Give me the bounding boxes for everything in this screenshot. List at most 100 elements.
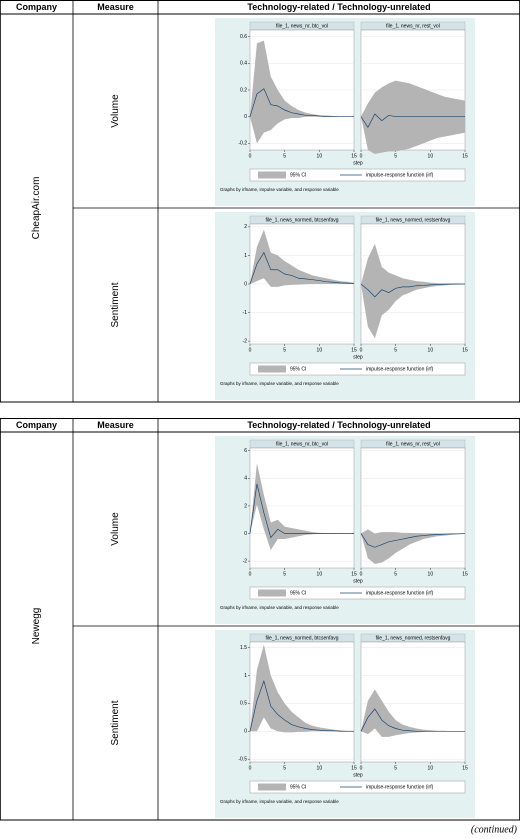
confidence-band xyxy=(361,689,465,737)
x-tick-label: 15 xyxy=(462,347,468,353)
legend-label: 95% CI xyxy=(290,366,306,372)
chart-note: Graphs by irfname, impulse variable, and… xyxy=(220,605,339,610)
x-tick-label: 5 xyxy=(283,347,286,353)
chart-note: Graphs by irfname, impulse variable, and… xyxy=(220,799,339,804)
x-tick-label: 5 xyxy=(394,765,397,771)
y-tick-label: 1 xyxy=(244,673,247,679)
legend-label: impulse-response function (irf) xyxy=(366,172,434,178)
x-axis-label: step xyxy=(353,160,363,166)
x-axis-label: step xyxy=(353,578,363,584)
irf-line xyxy=(360,533,466,548)
column-header: Measure xyxy=(97,420,134,430)
x-tick-label: 5 xyxy=(283,153,286,159)
x-tick-label: 15 xyxy=(462,571,468,577)
x-tick-label: 0 xyxy=(360,347,363,353)
legend-label: impulse-response function (irf) xyxy=(366,366,434,372)
irf-line xyxy=(360,708,465,732)
confidence-band xyxy=(361,80,465,154)
irf-line xyxy=(249,483,354,539)
measure-name: Volume xyxy=(110,512,121,546)
x-tick-label: 15 xyxy=(351,571,357,577)
footer: (continued) xyxy=(471,824,518,835)
x-tick-label: 0 xyxy=(249,571,252,577)
x-tick-label: 10 xyxy=(428,765,434,771)
confidence-band xyxy=(250,40,354,144)
confidence-band xyxy=(250,644,354,733)
y-tick-label: 0 xyxy=(244,729,247,735)
y-tick-label: 0.2 xyxy=(240,87,247,93)
x-tick-label: 0 xyxy=(360,765,363,771)
x-tick-label: 15 xyxy=(462,765,468,771)
x-tick-label: 5 xyxy=(283,571,286,577)
legend-label: 95% CI xyxy=(290,590,306,596)
panel-title: file_1, news_nr, btc_vol xyxy=(276,23,328,29)
column-header: Measure xyxy=(97,2,134,12)
x-tick-label: 5 xyxy=(394,571,397,577)
x-tick-label: 0 xyxy=(360,153,363,159)
legend-label: 95% CI xyxy=(290,172,306,178)
x-tick-label: 10 xyxy=(428,347,434,353)
y-tick-label: 0.5 xyxy=(240,701,247,707)
legend-swatch-band xyxy=(258,589,286,597)
panel-title: file_1, news_normed, restsenfavg xyxy=(376,217,451,223)
y-tick-label: 4 xyxy=(244,476,247,482)
measure-name: Sentiment xyxy=(110,700,121,745)
panel-title: file_1, news_normed, btcsenfavg xyxy=(265,217,338,223)
panel-title: file_1, news_nr, btc_vol xyxy=(276,441,328,447)
x-tick-label: 5 xyxy=(394,153,397,159)
x-tick-label: 15 xyxy=(351,153,357,159)
confidence-band xyxy=(361,529,465,564)
y-tick-label: 1.5 xyxy=(240,645,247,651)
y-tick-label: -0.5 xyxy=(238,757,247,763)
panel-title: file_1, news_normed, btcsenfavg xyxy=(265,635,338,641)
x-tick-label: 5 xyxy=(394,347,397,353)
measure-name: Sentiment xyxy=(110,282,121,327)
column-header: Company xyxy=(16,420,57,430)
y-tick-label: 0 xyxy=(244,531,247,537)
y-tick-label: 2 xyxy=(244,224,247,230)
y-tick-label: -0.2 xyxy=(238,141,247,147)
chart-note: Graphs by irfname, impulse variable, and… xyxy=(220,381,339,386)
y-tick-label: -1 xyxy=(243,310,248,316)
legend-label: 95% CI xyxy=(290,784,306,790)
x-tick-label: 10 xyxy=(317,347,323,353)
irf-line xyxy=(249,88,354,118)
irf-line xyxy=(249,251,355,285)
x-tick-label: 15 xyxy=(351,347,357,353)
column-header: Technology-related / Technology-unrelate… xyxy=(247,420,430,430)
irf-line xyxy=(249,679,354,732)
y-tick-label: -2 xyxy=(243,338,248,344)
company-name: Newegg xyxy=(31,608,42,645)
y-tick-label: 1 xyxy=(244,253,247,259)
x-tick-label: 10 xyxy=(317,571,323,577)
y-tick-label: 2 xyxy=(244,503,247,509)
column-header: Company xyxy=(16,2,57,12)
confidence-band xyxy=(361,244,465,339)
x-tick-label: 0 xyxy=(249,347,252,353)
legend-swatch-band xyxy=(258,783,286,791)
irf-line xyxy=(360,283,465,298)
legend-label: impulse-response function (irf) xyxy=(366,784,434,790)
x-tick-label: 0 xyxy=(249,765,252,771)
x-axis-label: step xyxy=(353,354,363,360)
x-tick-label: 0 xyxy=(249,153,252,159)
plot-area xyxy=(249,447,355,569)
x-tick-label: 10 xyxy=(428,571,434,577)
x-axis-label: step xyxy=(353,772,363,778)
x-tick-label: 15 xyxy=(462,153,468,159)
confidence-band xyxy=(250,463,354,551)
irf-line xyxy=(360,113,465,129)
x-tick-label: 10 xyxy=(317,153,323,159)
x-tick-label: 0 xyxy=(360,571,363,577)
x-tick-label: 10 xyxy=(428,153,434,159)
y-tick-label: 0.6 xyxy=(240,34,247,40)
y-tick-label: 0 xyxy=(244,281,247,287)
measure-name: Volume xyxy=(110,94,121,128)
y-tick-label: 0 xyxy=(244,114,247,120)
legend-swatch-band xyxy=(258,365,286,373)
y-tick-label: 0.4 xyxy=(240,61,247,67)
column-header: Technology-related / Technology-unrelate… xyxy=(247,2,430,12)
y-tick-label: -2 xyxy=(243,558,248,564)
legend-label: impulse-response function (irf) xyxy=(366,590,434,596)
